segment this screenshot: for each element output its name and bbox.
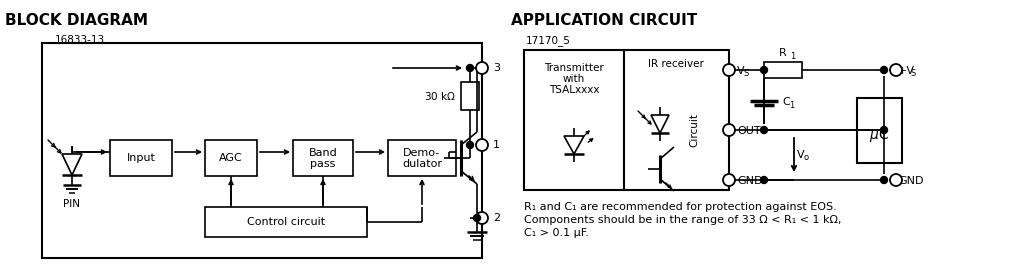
Bar (110, 140, 172, 176)
Text: PIN: PIN (64, 199, 81, 209)
Bar (205, 207, 367, 237)
Bar (763, 62, 801, 78)
Text: 3: 3 (492, 63, 499, 73)
Text: GND: GND (736, 176, 761, 186)
Text: Components should be in the range of 33 Ω < R₁ < 1 kΩ,: Components should be in the range of 33 … (524, 215, 841, 225)
Circle shape (722, 64, 734, 76)
Circle shape (759, 66, 766, 73)
Text: dulator: dulator (401, 159, 442, 169)
Polygon shape (62, 154, 82, 175)
Text: o: o (803, 153, 809, 162)
Polygon shape (563, 136, 583, 154)
Text: V: V (797, 150, 804, 160)
Text: S: S (910, 69, 915, 78)
Text: 1: 1 (790, 52, 795, 61)
Bar (624, 50, 728, 190)
Circle shape (889, 64, 901, 76)
Bar (856, 98, 901, 163)
Text: Control circuit: Control circuit (247, 217, 325, 227)
Text: Demo-: Demo- (403, 148, 440, 158)
Circle shape (880, 126, 887, 134)
Text: +V: +V (897, 66, 914, 76)
Text: 1: 1 (789, 100, 794, 110)
Text: GND: GND (897, 176, 923, 186)
Bar (205, 140, 257, 176)
Bar (524, 50, 624, 190)
Circle shape (475, 139, 487, 151)
Circle shape (466, 64, 473, 72)
Circle shape (473, 215, 480, 221)
Text: IR receiver: IR receiver (647, 59, 704, 69)
Text: 1: 1 (492, 140, 499, 150)
Text: TSALxxxx: TSALxxxx (548, 85, 599, 95)
Bar (461, 82, 478, 110)
Polygon shape (650, 115, 668, 133)
Text: $\mu$C: $\mu$C (868, 126, 888, 144)
Text: R: R (778, 48, 787, 58)
Text: 16833-13: 16833-13 (55, 35, 105, 45)
Text: 2: 2 (492, 213, 499, 223)
Circle shape (889, 174, 901, 186)
Text: Circuit: Circuit (688, 113, 699, 147)
Circle shape (475, 62, 487, 74)
Bar (387, 140, 456, 176)
Bar (530, 102, 618, 182)
Text: C: C (782, 97, 789, 107)
Text: BLOCK DIAGRAM: BLOCK DIAGRAM (5, 13, 148, 28)
Circle shape (759, 126, 766, 134)
Text: with: with (562, 74, 584, 84)
Bar (42, 43, 481, 258)
Text: Band: Band (308, 148, 337, 158)
Bar (632, 80, 702, 180)
Text: AGC: AGC (219, 153, 243, 163)
Text: pass: pass (310, 159, 336, 169)
Circle shape (880, 177, 887, 184)
Circle shape (880, 66, 887, 73)
Text: Transmitter: Transmitter (544, 63, 604, 73)
Text: 17170_5: 17170_5 (526, 35, 570, 46)
Circle shape (722, 174, 734, 186)
Text: APPLICATION CIRCUIT: APPLICATION CIRCUIT (511, 13, 697, 28)
Circle shape (466, 141, 473, 149)
Text: S: S (743, 69, 748, 78)
Text: 30 k$\Omega$: 30 k$\Omega$ (424, 90, 456, 102)
Text: R₁ and C₁ are recommended for protection against EOS.: R₁ and C₁ are recommended for protection… (524, 202, 836, 212)
Text: Input: Input (126, 153, 156, 163)
Bar (293, 140, 353, 176)
Text: V: V (736, 66, 744, 76)
Circle shape (722, 124, 734, 136)
Circle shape (759, 177, 766, 184)
Circle shape (475, 212, 487, 224)
Text: C₁ > 0.1 μF.: C₁ > 0.1 μF. (524, 228, 588, 238)
Text: OUT: OUT (736, 126, 760, 136)
